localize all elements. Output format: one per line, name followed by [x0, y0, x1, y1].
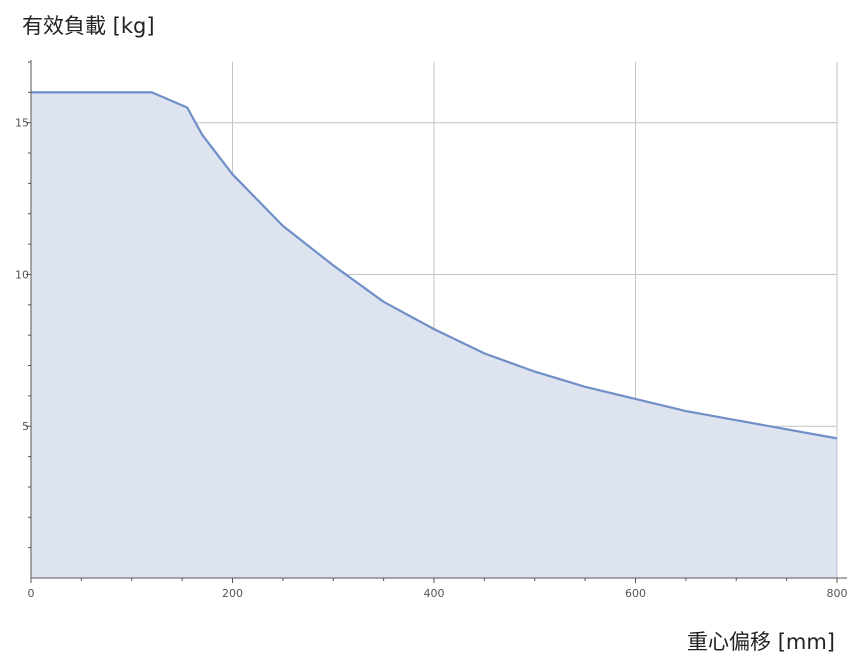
- series-line: [31, 91, 838, 440]
- axis-layer: [26, 60, 847, 583]
- tick-layer: 0 200 400 600 800 5 10 15: [15, 117, 848, 600]
- x-tick-label-0: 0: [28, 587, 35, 600]
- y-tick-label-5: 5: [22, 420, 29, 433]
- series-area-fill: [31, 92, 837, 579]
- x-axis-title: 重心偏移 [mm]: [687, 630, 835, 654]
- area-layer: [31, 91, 838, 579]
- y-tick-label-10: 10: [15, 268, 29, 281]
- x-tick-label-400: 400: [424, 587, 445, 600]
- x-tick-label-600: 600: [625, 587, 646, 600]
- y-axis-title: 有效負載 [kg]: [22, 14, 155, 38]
- x-tick-label-200: 200: [222, 587, 243, 600]
- y-tick-label-15: 15: [15, 117, 29, 130]
- x-tick-label-800: 800: [827, 587, 848, 600]
